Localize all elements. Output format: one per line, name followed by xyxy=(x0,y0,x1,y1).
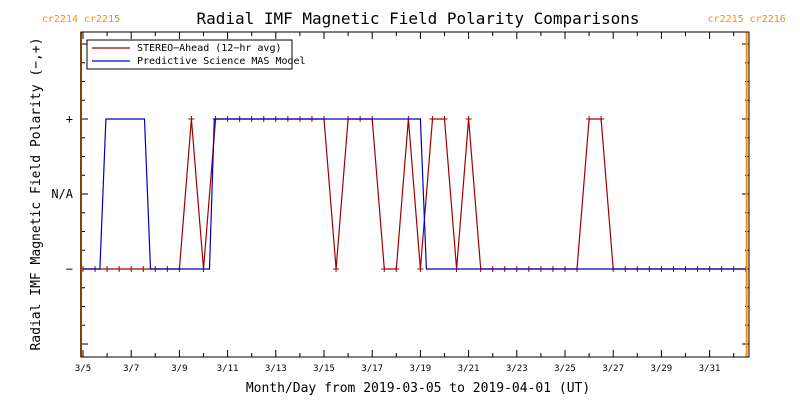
carrington-label-left: cr2214 xyxy=(42,14,78,25)
x-tick-label: 3/15 xyxy=(313,364,335,374)
data-point xyxy=(598,116,605,122)
x-tick-label: 3/27 xyxy=(602,364,624,374)
series-line-0 xyxy=(83,118,746,270)
x-tick-label: 3/17 xyxy=(361,364,383,374)
data-point xyxy=(429,116,436,122)
data-point xyxy=(417,266,424,272)
data-point xyxy=(586,116,593,122)
x-tick-labels: 3/5 3/7 3/9 3/11 3/13 3/15 3/17 3/19 3/21 3/23 3/2… xyxy=(75,364,721,374)
x-tick-label: 3/23 xyxy=(506,364,528,374)
chart-title: Radial IMF Magnetic Field Polarity Compa… xyxy=(196,9,639,28)
x-tick-label: 3/7 xyxy=(123,364,139,374)
carrington-labels: cr2214 cr2215 cr2215 cr2216 xyxy=(42,14,786,25)
legend: STEREO−Ahead (12−hr avg) Predictive Scie… xyxy=(86,39,306,70)
series-layer xyxy=(80,116,749,272)
data-point xyxy=(333,266,340,272)
x-tick-label: 3/9 xyxy=(171,364,187,374)
x-axis-label: Month/Day from 2019-03-05 to 2019-04-01 … xyxy=(246,381,590,396)
x-tick-label: 3/11 xyxy=(217,364,239,374)
y-tick-label: N/A xyxy=(51,187,73,201)
x-tick-label: 3/21 xyxy=(458,364,480,374)
carrington-label-right: cr2215 xyxy=(84,14,120,25)
data-point xyxy=(188,116,195,122)
x-tick-label: 3/31 xyxy=(699,364,721,374)
carrington-markers xyxy=(80,32,748,357)
y-tick-labels: − N/A + xyxy=(51,112,73,276)
data-point xyxy=(393,266,400,272)
data-point xyxy=(441,116,448,122)
x-tick-label: 3/25 xyxy=(554,364,576,374)
x-tick-label: 3/29 xyxy=(651,364,673,374)
legend-label-stereo: STEREO−Ahead (12−hr avg) xyxy=(137,43,282,54)
carrington-label-left: cr2215 xyxy=(708,14,744,25)
series-line-1 xyxy=(83,118,749,270)
data-point xyxy=(104,266,111,272)
data-point xyxy=(381,266,388,272)
carrington-label-right: cr2216 xyxy=(750,14,786,25)
data-point xyxy=(128,266,135,272)
y-axis-label: Radial IMF Magnetic Field Polarity (−,+) xyxy=(29,37,44,350)
legend-box xyxy=(86,39,293,70)
x-tick-label: 3/13 xyxy=(265,364,287,374)
data-point xyxy=(465,116,472,122)
plot-frame xyxy=(80,31,750,358)
y-tick-label: + xyxy=(66,112,73,126)
data-point xyxy=(116,266,123,272)
y-tick-label: − xyxy=(66,262,73,276)
data-point xyxy=(140,266,147,272)
x-tick-label: 3/19 xyxy=(410,364,432,374)
legend-label-mas: Predictive Science MAS Model xyxy=(137,56,306,67)
x-tick-label: 3/5 xyxy=(75,364,91,374)
